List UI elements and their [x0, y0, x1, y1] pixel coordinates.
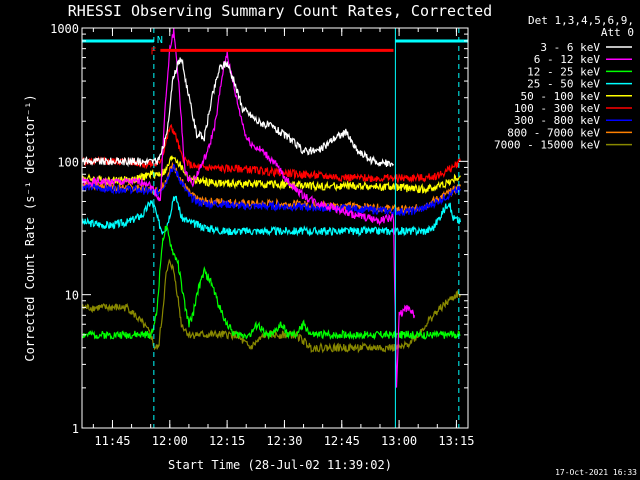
legend-label-3: 25 - 50 keV [527, 78, 600, 91]
flag-label-N: N [157, 35, 163, 46]
series-line-3 [82, 195, 461, 238]
legend-label-5: 100 - 300 keV [514, 102, 600, 115]
x-tick-label-5: 13:00 [381, 434, 417, 448]
x-axis-label: Start Time (28-Jul-02 11:39:02) [168, 458, 392, 472]
chart-title: RHESSI Observing Summary Count Rates, Co… [68, 2, 492, 20]
series-line-5 [82, 123, 461, 185]
y-axis-label: Corrected Count Rate (s⁻¹ detector⁻¹) [23, 94, 37, 361]
series-line-1 [82, 28, 416, 388]
series-line-4 [82, 155, 461, 195]
legend-label-8: 7000 - 15000 keV [494, 139, 600, 152]
legend-header-line-2: Att 0 [601, 26, 634, 39]
legend-header-line-1: Det 1,3,4,5,6,9, [528, 14, 634, 27]
footer-date: 17-Oct-2021 16:33 [555, 468, 637, 477]
series-line-0 [82, 57, 394, 168]
series-line-6 [82, 163, 461, 217]
x-tick-label-3: 12:30 [266, 434, 302, 448]
plot-frame [81, 27, 469, 429]
x-tick-label-0: 11:45 [94, 434, 130, 448]
marker-layer: FN [82, 28, 468, 428]
y-tick-label-3: 1000 [50, 22, 79, 36]
x-tick-label-4: 12:45 [324, 434, 360, 448]
y-tick-label-0: 1 [72, 422, 79, 436]
legend-label-0: 3 - 6 keV [540, 41, 600, 54]
x-tick-label-6: 13:15 [438, 434, 474, 448]
legend-label-7: 800 - 7000 keV [507, 126, 600, 139]
series-line-8 [82, 258, 461, 354]
series-line-2 [82, 224, 461, 341]
legend-label-1: 6 - 12 keV [534, 53, 601, 66]
x-tick-label-2: 12:15 [209, 434, 245, 448]
flag-label-F: F [150, 46, 156, 57]
x-axis: 11:45 12:00 12:15 12:30 12:45 13:00 13:15 [92, 28, 474, 448]
legend-label-4: 50 - 100 keV [521, 90, 601, 103]
y-tick-label-1: 10 [65, 289, 79, 303]
y-tick-label-2: 100 [57, 155, 79, 169]
legend-label-6: 300 - 800 keV [514, 114, 600, 127]
y-axis: 1 10 100 1000 [50, 22, 468, 436]
series-layer [82, 28, 461, 388]
legend-label-2: 12 - 25 keV [527, 65, 600, 78]
x-tick-label-1: 12:00 [152, 434, 188, 448]
